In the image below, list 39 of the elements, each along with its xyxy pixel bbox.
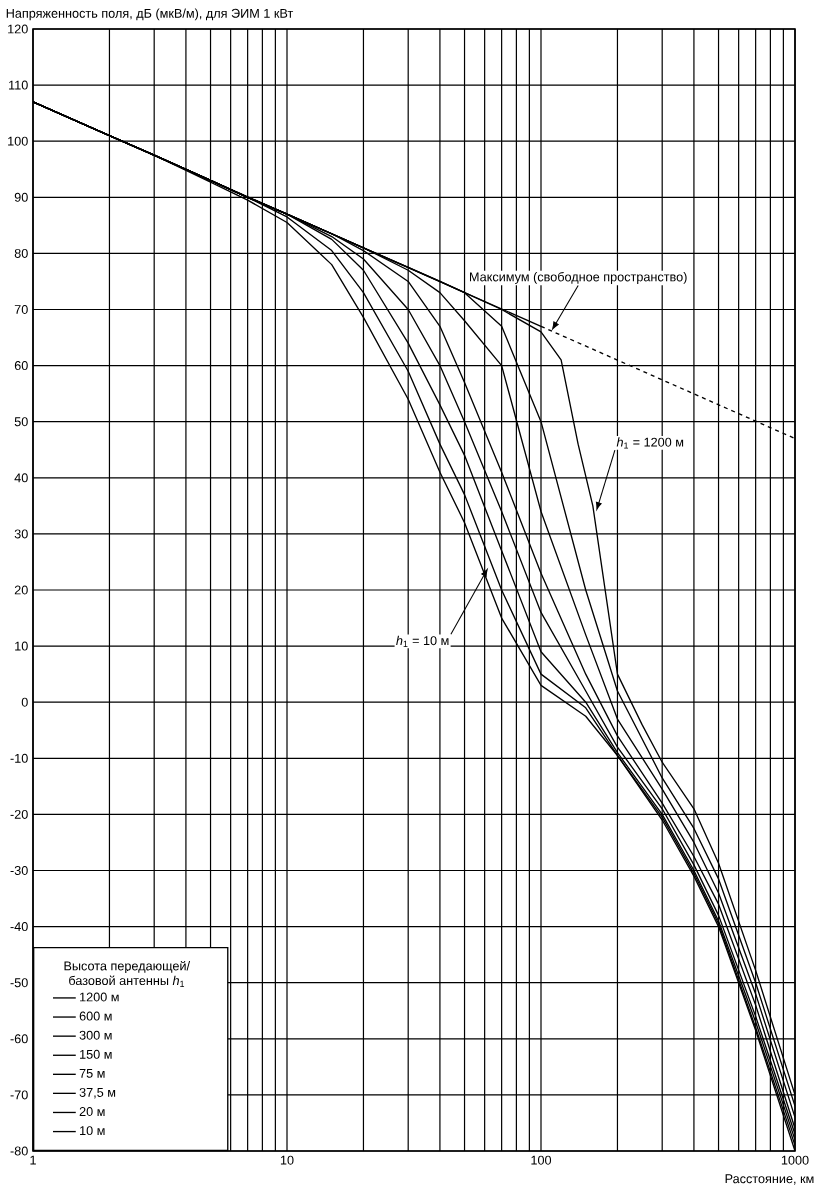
y-tick-label: 30: [14, 529, 28, 539]
annotation: Максимум (свободное пространство): [470, 271, 687, 284]
y-tick-label: 90: [14, 192, 28, 202]
legend-label: 10 м: [80, 1126, 105, 1136]
x-tick-label: 10: [280, 1155, 294, 1165]
y-tick-label: -10: [10, 753, 28, 763]
legend-title: Высота передающей/ базовой антенны h$_{1}$: [64, 960, 191, 987]
y-tick-label: -50: [10, 978, 28, 988]
legend-label: 37,5 м: [79, 1087, 116, 1099]
legend-label: 150 м: [80, 1049, 112, 1059]
y-tick-label: 10: [15, 641, 28, 651]
y-tick-label: 80: [14, 248, 28, 258]
y-tick-label: -70: [10, 1090, 28, 1100]
x-tick-label: 1: [30, 1155, 36, 1165]
y-tick-label: 100: [8, 136, 28, 146]
legend-label: 300 м: [79, 1030, 112, 1040]
legend-label: 20 м: [79, 1107, 105, 1117]
x-axis-title: Расстояние, км: [725, 1174, 814, 1185]
x-tick-label: 1000: [781, 1155, 809, 1165]
y-tick-label: 110: [9, 80, 28, 90]
legend-label: 600 м: [79, 1011, 112, 1021]
y-tick-label: -20: [10, 809, 28, 819]
legend-label: 75 м: [79, 1068, 105, 1078]
legend-label: 1200 м: [80, 992, 119, 1002]
y-tick-label: -60: [10, 1034, 28, 1044]
y-tick-label: 40: [14, 473, 28, 483]
y-tick-label: 120: [8, 24, 28, 34]
annotation: h$_{1}$ = 1200 м: [616, 437, 684, 449]
x-tick-label: 100: [531, 1155, 552, 1165]
y-tick-label: -30: [10, 866, 28, 875]
y-tick-label: 50: [14, 417, 28, 427]
y-tick-label: -80: [10, 1146, 28, 1156]
y-tick-label: 60: [14, 361, 28, 371]
y-axis-title: Напряженность поля, дБ (мкВ/м), для ЭИМ 1 кВт: [6, 8, 294, 21]
y-tick-label: 0: [21, 697, 28, 707]
y-tick-label: 70: [14, 305, 28, 314]
y-tick-label: 20: [14, 585, 28, 595]
annotation: h$_{1}$ = 10 м: [396, 635, 449, 647]
y-tick-label: -40: [10, 922, 28, 932]
